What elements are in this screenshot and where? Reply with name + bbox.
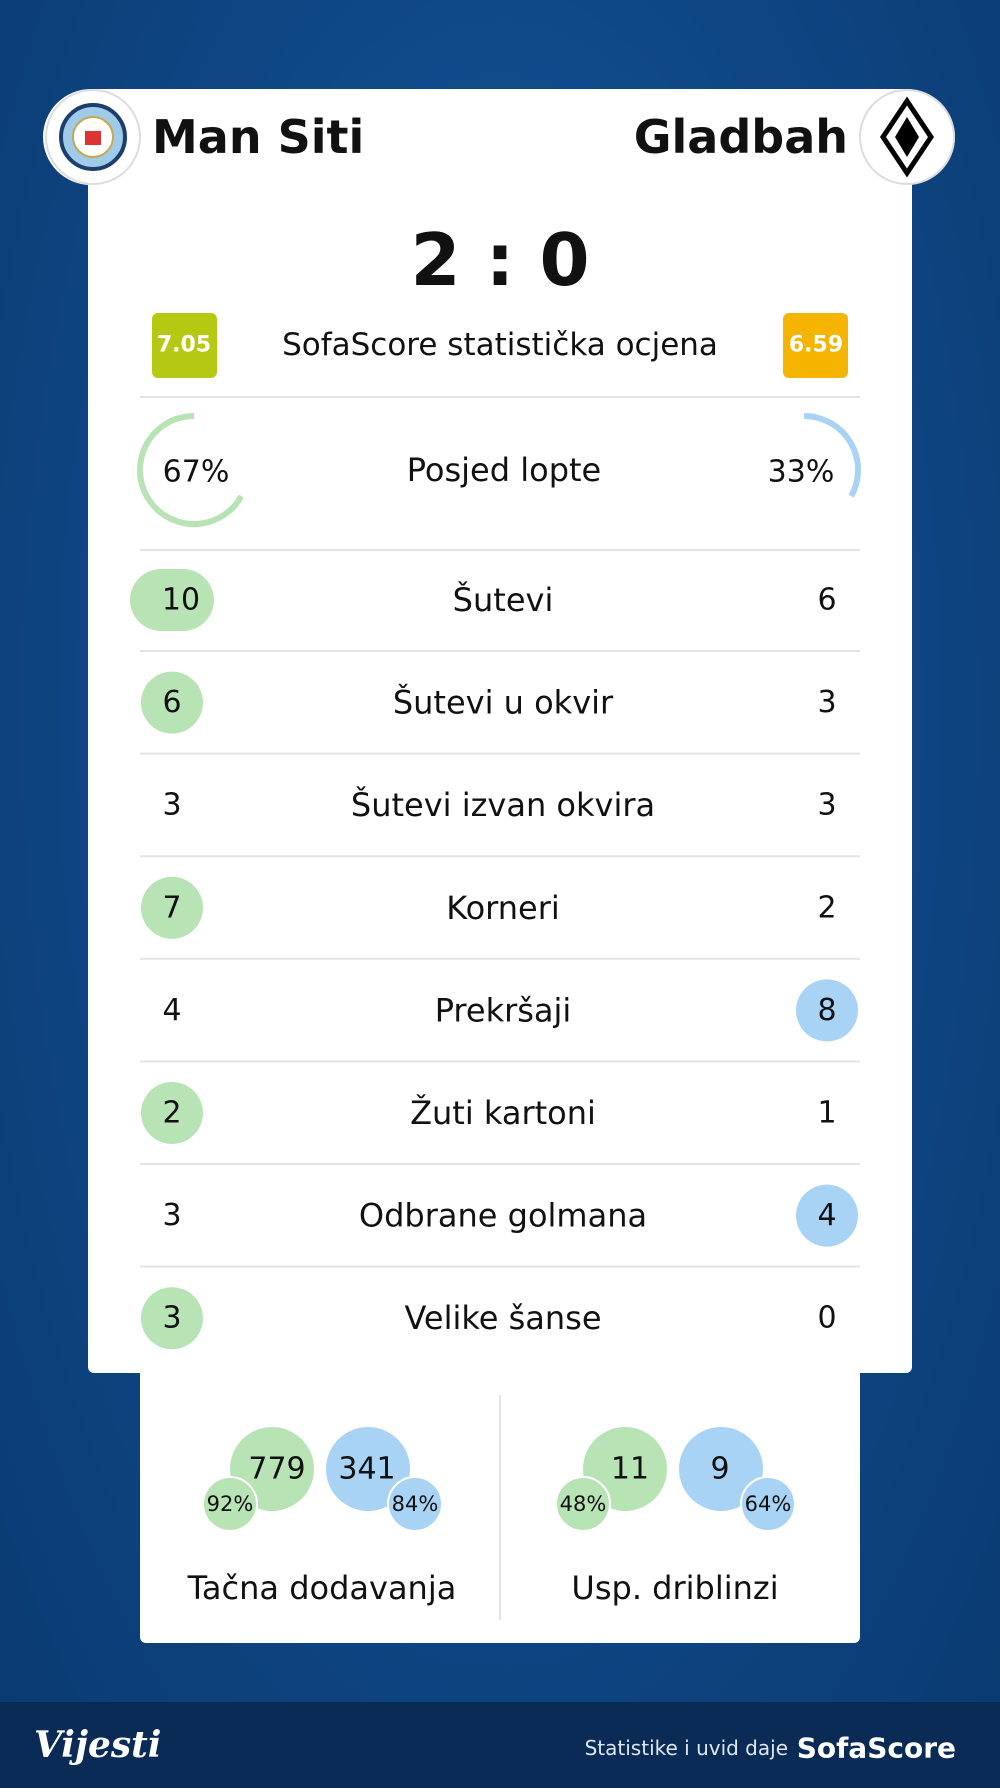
away-rating: 6.59 [789,333,843,358]
rating-label: SofaScore statistička ocjena [282,327,718,363]
bottom-label: Usp. driblinzi [571,1569,778,1607]
home-rating: 7.05 [157,333,211,358]
away-crest [879,96,935,178]
away-logo [859,89,955,185]
away-pct-bubble [740,1476,796,1532]
home-value: 3 [162,788,181,823]
away-highlight [796,1184,858,1247]
bottom-label: Tačna dodavanja [187,1569,457,1607]
home-team: Man Siti [152,110,365,164]
stats-card [88,185,912,1373]
home-value: 3 [162,1301,181,1336]
away-value: 0 [817,1301,836,1336]
home-highlight [141,1082,203,1144]
away-value: 3 [817,685,836,720]
away-total: 341 [338,1452,395,1487]
home-highlight [141,671,203,734]
stat-label: Šutevi [453,580,554,619]
home-value: 7 [162,890,181,925]
possession-label: Posjed lopte [407,451,601,489]
home-crest [59,103,127,171]
home-value: 10 [162,583,200,618]
away-pct: 84% [392,1492,439,1516]
possession-arc [803,413,861,498]
credit: Statistike i uvid daje [584,1736,788,1760]
home-pct-bubble [555,1476,611,1532]
header-bar [43,89,955,185]
away-rating-badge [783,313,848,378]
home-highlight [141,1287,203,1350]
score: 2 : 0 [410,218,589,302]
away-team: Gladbah [633,110,848,164]
brand: Vijesti [34,1724,162,1766]
away-value: 1 [817,1096,836,1131]
home-value: 6 [162,685,181,720]
away-pct-bubble [387,1476,443,1532]
home-value: 2 [162,1096,181,1131]
home-value: 4 [162,993,181,1028]
away-possession: 33% [768,455,835,490]
away-value: 4 [817,1198,836,1233]
home-pct-bubble [202,1476,258,1532]
provider: SofaScore [796,1731,956,1765]
home-total: 11 [611,1452,649,1487]
stat-label: Velike šanse [404,1299,601,1337]
away-value: 6 [817,583,836,618]
footer [0,1702,1000,1788]
stat-label: Odbrane golmana [359,1197,647,1235]
divider [499,1395,501,1620]
away-bubble [679,1427,763,1511]
home-pct: 48% [560,1492,607,1516]
stat-label: Žuti kartoni [410,1094,596,1132]
home-total: 779 [248,1452,305,1487]
away-value: 8 [817,993,836,1028]
stat-label: Prekršaji [435,991,572,1029]
home-logo [45,89,141,185]
away-highlight [796,979,858,1042]
possession-arc [137,413,244,527]
stat-label: Šutevi izvan okvira [351,785,655,824]
home-rating-badge [152,313,217,378]
home-highlight [141,876,203,939]
away-total: 9 [710,1452,729,1487]
away-bubble [326,1427,410,1511]
home-possession: 67% [163,455,230,490]
stat-label: Korneri [446,889,560,927]
away-value: 3 [817,788,836,823]
away-pct: 64% [745,1492,792,1516]
stat-label: Šutevi u okvir [393,683,614,722]
home-value: 3 [162,1198,181,1233]
home-pct: 92% [207,1492,254,1516]
away-value: 2 [817,890,836,925]
home-highlight [130,569,214,631]
